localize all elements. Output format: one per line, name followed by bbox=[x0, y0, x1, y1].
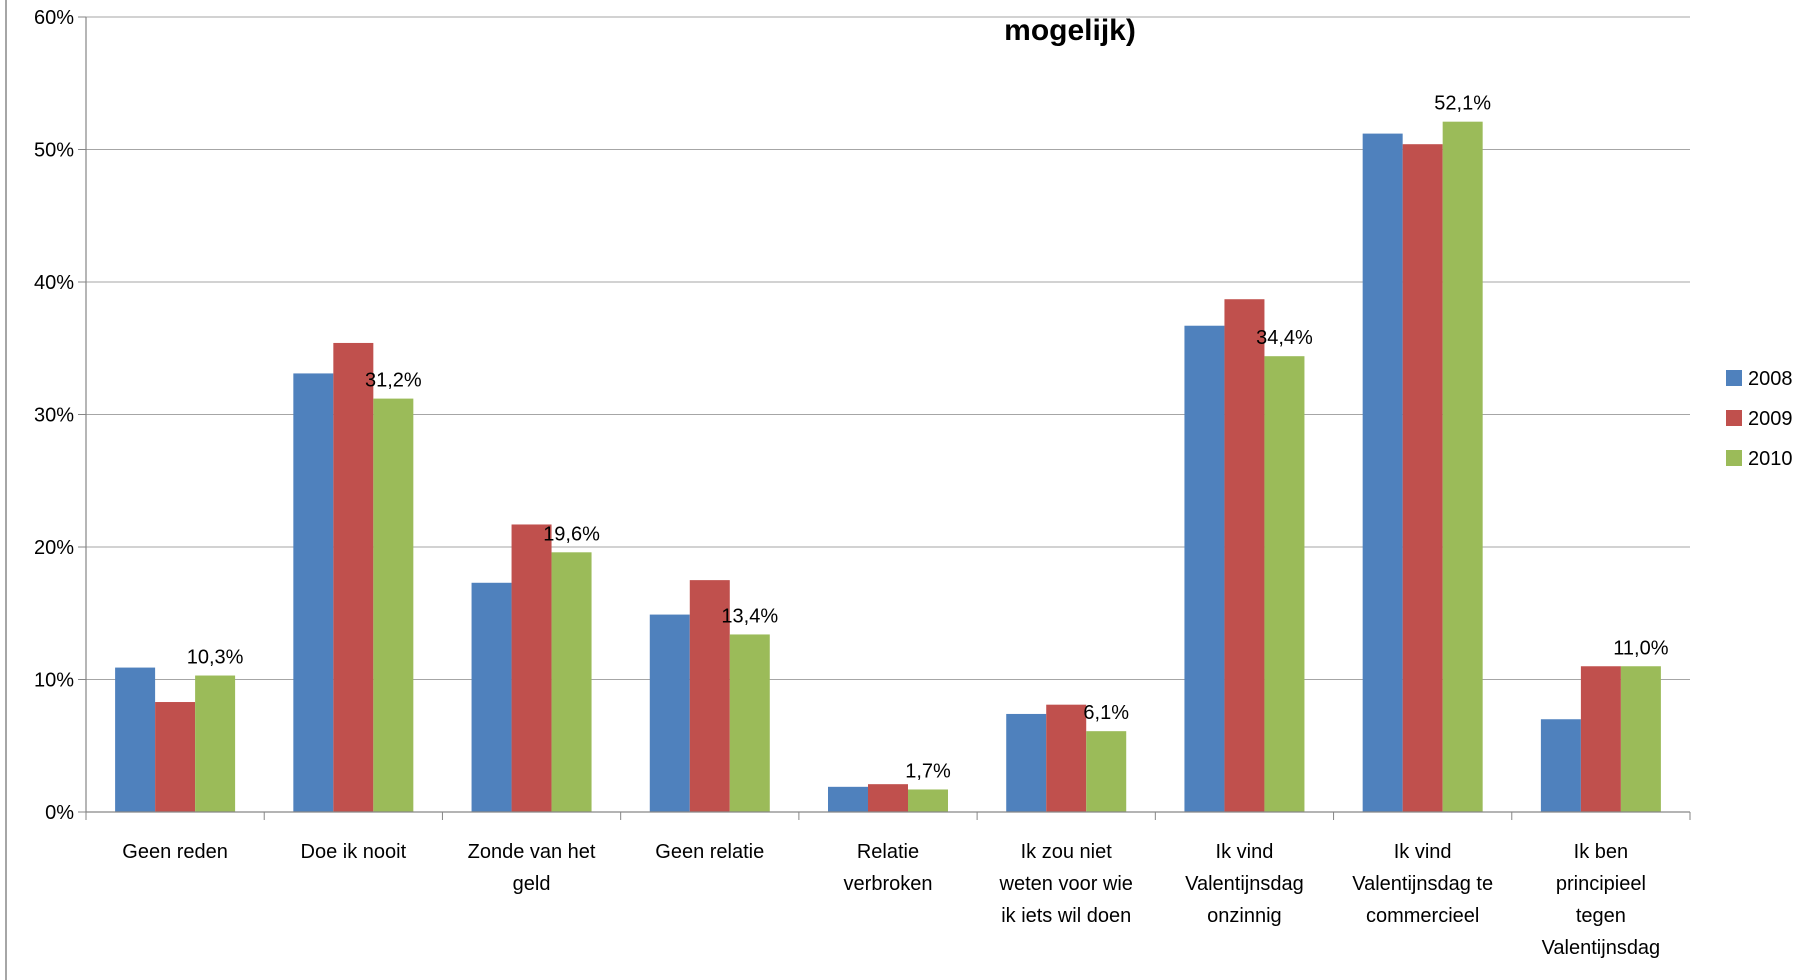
bar bbox=[828, 786, 868, 812]
bar bbox=[908, 789, 948, 812]
bar bbox=[1184, 325, 1225, 812]
legend: 2008 2009 2010 bbox=[1726, 368, 1793, 470]
x-category-label: Ik ben bbox=[1574, 841, 1628, 863]
bar bbox=[1046, 704, 1087, 812]
data-label: 13,4% bbox=[721, 605, 778, 627]
y-tick-label: 50% bbox=[34, 140, 74, 162]
data-label: 6,1% bbox=[1083, 702, 1129, 724]
bar bbox=[1442, 121, 1483, 813]
bar bbox=[689, 580, 730, 812]
x-category-label: verbroken bbox=[844, 873, 933, 895]
y-tick-label: 30% bbox=[34, 405, 74, 427]
bar bbox=[649, 614, 690, 812]
bar bbox=[1540, 719, 1581, 812]
x-category-label: Valentijnsdag te bbox=[1352, 873, 1493, 895]
legend-swatch bbox=[1726, 450, 1742, 466]
x-category-label: Ik vind bbox=[1394, 841, 1452, 863]
data-label: 19,6% bbox=[543, 523, 600, 545]
data-label: 34,4% bbox=[1256, 327, 1313, 349]
bar bbox=[1362, 133, 1403, 813]
legend-label: 2010 bbox=[1748, 448, 1793, 470]
data-label: 11,0% bbox=[1613, 637, 1668, 659]
bar bbox=[1402, 144, 1443, 812]
legend-label: 2009 bbox=[1748, 408, 1793, 430]
y-tick-label: 10% bbox=[34, 670, 74, 692]
x-category-label: geld bbox=[513, 873, 551, 895]
x-category-label: principieel bbox=[1556, 873, 1646, 895]
bar bbox=[1620, 666, 1661, 812]
bars bbox=[115, 121, 1661, 813]
data-label: 10,3% bbox=[187, 647, 244, 669]
x-category-label: weten voor wie bbox=[999, 873, 1133, 895]
bar bbox=[1264, 356, 1305, 812]
x-category-label: Zonde van het bbox=[468, 841, 596, 863]
data-label: 1,7% bbox=[905, 760, 951, 782]
bar bbox=[511, 524, 552, 812]
bar bbox=[293, 373, 334, 812]
x-category-label: Ik vind bbox=[1216, 841, 1274, 863]
bar bbox=[471, 582, 512, 812]
y-tick-label: 40% bbox=[34, 272, 74, 294]
data-label: 31,2% bbox=[365, 370, 422, 392]
axes bbox=[78, 16, 1691, 820]
bar bbox=[115, 667, 156, 812]
y-tick-label: 20% bbox=[34, 537, 74, 559]
bar bbox=[551, 552, 592, 812]
bar bbox=[1086, 731, 1127, 812]
bar bbox=[333, 342, 374, 812]
chart-title: mogelijk) bbox=[1004, 14, 1136, 47]
x-category-label: Valentijnsdag bbox=[1185, 873, 1304, 895]
y-tick-label: 60% bbox=[34, 7, 74, 29]
x-category-label: commercieel bbox=[1366, 905, 1479, 927]
legend-swatch bbox=[1726, 410, 1742, 426]
bar bbox=[1580, 666, 1621, 812]
legend-swatch bbox=[1726, 370, 1742, 386]
x-category-label: Geen relatie bbox=[655, 841, 764, 863]
bar bbox=[155, 702, 196, 812]
y-tick-label: 0% bbox=[45, 802, 74, 824]
bar bbox=[373, 398, 414, 812]
bar bbox=[729, 634, 770, 812]
bar bbox=[1224, 299, 1265, 813]
bar bbox=[195, 675, 236, 812]
labels: 0% 10% 20% 30% 40% 50% 60% 10,3% Geen reden 31,2%… bbox=[34, 7, 1669, 959]
bar bbox=[868, 784, 908, 812]
x-category-label: ik iets wil doen bbox=[1001, 905, 1131, 927]
x-category-label: Doe ik nooit bbox=[301, 841, 407, 863]
x-category-label: Geen reden bbox=[122, 841, 228, 863]
bar bbox=[1006, 713, 1047, 812]
data-label: 52,1% bbox=[1434, 93, 1491, 115]
x-category-label: onzinnig bbox=[1207, 905, 1282, 927]
x-category-label: Ik zou niet bbox=[1021, 841, 1113, 863]
x-category-label: tegen bbox=[1576, 905, 1626, 927]
x-category-label: Relatie bbox=[857, 841, 919, 863]
legend-label: 2008 bbox=[1748, 368, 1793, 390]
x-category-label: Valentijnsdag bbox=[1542, 937, 1661, 959]
